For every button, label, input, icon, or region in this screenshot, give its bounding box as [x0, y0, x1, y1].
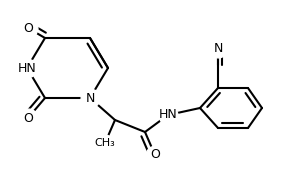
Text: O: O — [150, 149, 160, 161]
Text: N: N — [213, 42, 223, 54]
Text: HN: HN — [18, 61, 36, 74]
Text: HN: HN — [159, 108, 177, 122]
Text: N: N — [85, 91, 95, 105]
Text: O: O — [23, 112, 33, 125]
Text: O: O — [23, 22, 33, 35]
Text: CH₃: CH₃ — [95, 138, 115, 148]
